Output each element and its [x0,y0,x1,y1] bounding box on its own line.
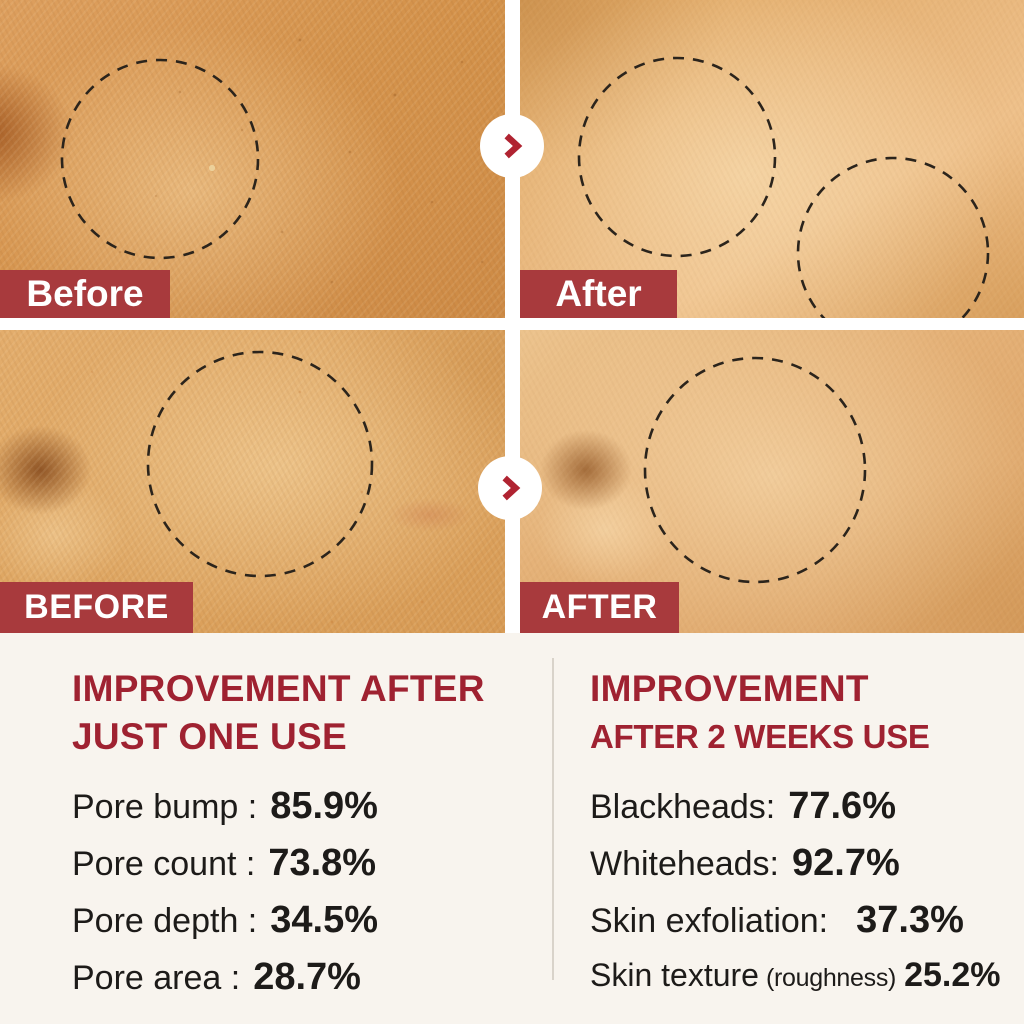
heading-line: AFTER 2 WEEKS USE [590,718,930,755]
stat-label: Skin exfoliation: [590,902,829,940]
stat-label: Skin texture [590,957,759,993]
stat-note: (roughness) [765,964,897,992]
stat-label: Pore count : [72,845,256,883]
before-badge-bottom: BEFORE [0,582,193,633]
stat-value: 25.2% [904,956,1001,994]
stat-row-pore-bump: Pore bump : 85.9% [72,785,532,827]
heading-line: IMPROVEMENT AFTER [72,668,485,709]
results-section: IMPROVEMENT AFTER JUST ONE USE Pore bump… [0,633,1024,1024]
two-weeks-stats: Blackheads: 77.6% Whiteheads: 92.7% Skin… [590,785,1020,996]
heading-line: JUST ONE USE [72,716,347,757]
stat-label: Pore bump : [72,788,258,826]
stat-row-pore-depth: Pore depth : 34.5% [72,899,532,941]
after-badge-bottom: AFTER [520,582,679,633]
stat-value: 73.8% [268,842,377,884]
before-badge-top: Before [0,270,170,318]
one-use-heading: IMPROVEMENT AFTER JUST ONE USE [72,665,532,761]
stat-label: Pore depth : [72,902,258,940]
after-badge-top: After [520,270,677,318]
badge-label: Before [26,273,144,314]
chevron-right-icon [504,133,523,159]
one-use-stats: Pore bump : 85.9% Pore count : 73.8% Por… [72,785,532,998]
badge-label: BEFORE [24,588,169,626]
results-two-weeks: IMPROVEMENT AFTER 2 WEEKS USE Blackheads… [590,665,1020,1013]
photo-after-bottom: AFTER [520,330,1024,633]
heading-line: IMPROVEMENT [590,668,869,709]
stat-value: 92.7% [792,842,900,884]
results-one-use: IMPROVEMENT AFTER JUST ONE USE Pore bump… [72,665,532,1013]
photo-before-bottom: BEFORE [0,330,505,633]
stat-value: 37.3% [856,899,964,941]
stat-row-pore-area: Pore area : 28.7% [72,956,532,998]
before-after-arrow-bottom [478,456,542,520]
badge-label: After [555,273,642,314]
stat-row-whiteheads: Whiteheads: 92.7% [590,842,1020,884]
badge-label: AFTER [541,588,658,626]
stat-row-pore-count: Pore count : 73.8% [72,842,532,884]
stat-label: Pore area : [72,959,241,997]
column-divider [552,658,554,980]
stat-row-skin-texture: Skin texture (roughness) 25.2% [590,956,1020,996]
stat-value: 85.9% [270,785,378,827]
stat-value: 77.6% [788,785,896,827]
photo-before-top: Before [0,0,505,318]
comparison-photo-grid: Before After BEFORE [0,0,1024,633]
before-after-arrow-top [480,114,544,178]
stat-value: 28.7% [253,956,361,998]
stat-row-skin-exfoliation: Skin exfoliation: 37.3% [590,899,1020,941]
chevron-right-icon [502,475,521,501]
stat-row-blackheads: Blackheads: 77.6% [590,785,1020,827]
stat-label: Blackheads: [590,788,776,826]
photo-after-top: After [520,0,1024,318]
stat-value: 34.5% [270,899,378,941]
stat-label: Whiteheads: [590,845,779,883]
two-weeks-heading: IMPROVEMENT AFTER 2 WEEKS USE [590,665,1020,761]
